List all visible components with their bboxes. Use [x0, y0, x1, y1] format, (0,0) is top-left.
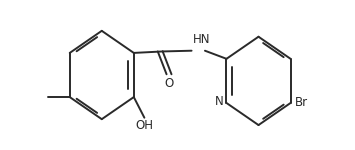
Text: OH: OH — [135, 119, 153, 132]
Text: N: N — [215, 95, 224, 108]
Text: HN: HN — [193, 33, 211, 46]
Text: Br: Br — [295, 96, 308, 110]
Text: O: O — [164, 77, 173, 90]
